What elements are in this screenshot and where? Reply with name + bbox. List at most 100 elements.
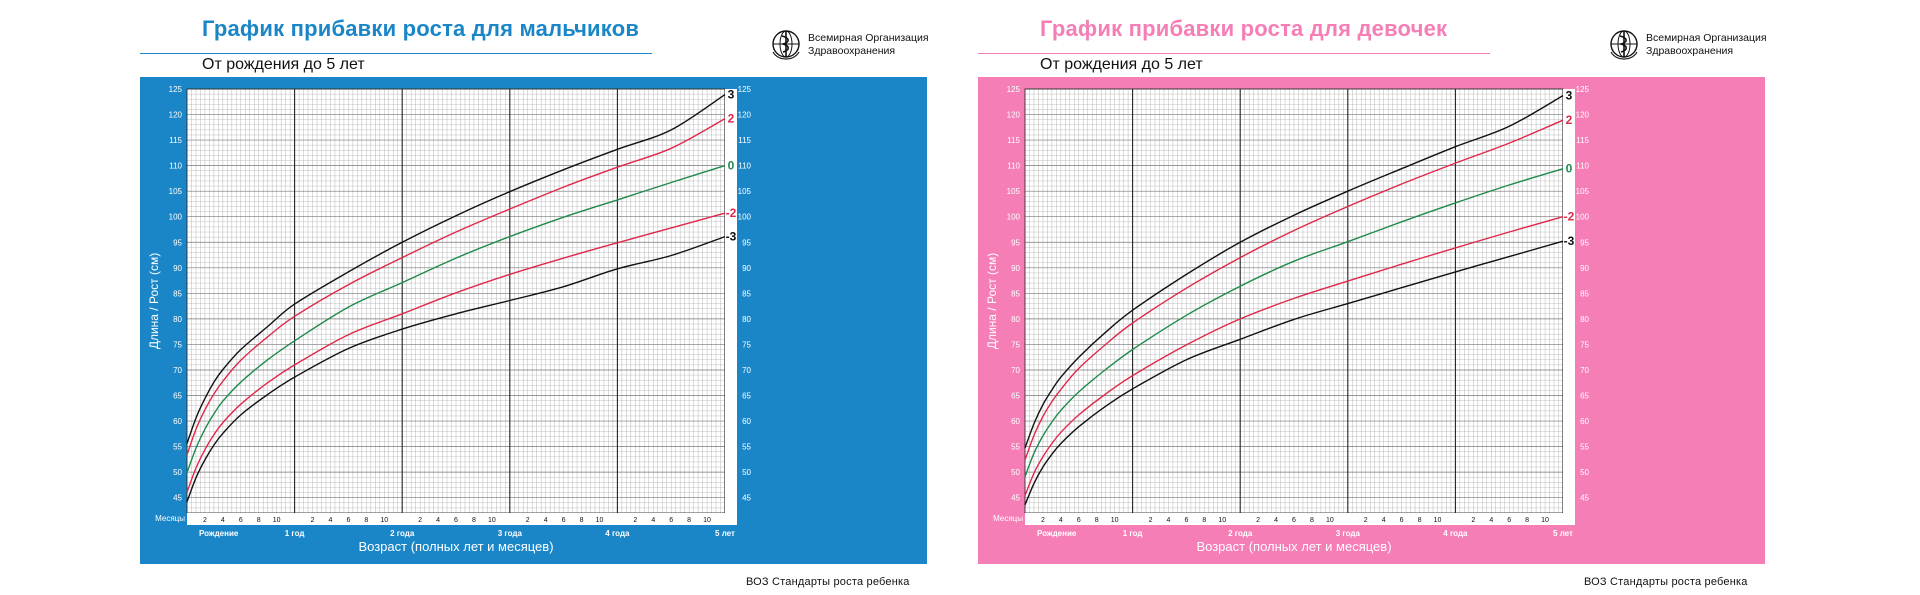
month-tick-label: 8 <box>687 517 691 524</box>
month-band <box>187 513 737 525</box>
y-tick-label-left: 125 <box>169 85 183 94</box>
y-tick-label-left: 85 <box>173 289 182 298</box>
y-tick-label-right: 60 <box>1580 417 1589 426</box>
month-tick-label: 4 <box>221 517 225 524</box>
girls-who-logo: Всемирная Организация Здравоохранения <box>1608 28 1788 62</box>
month-tick-label: 10 <box>1111 517 1119 524</box>
month-tick-label: 4 <box>329 517 333 524</box>
month-tick-label: 2 <box>1041 517 1045 524</box>
y-tick-label-right: 50 <box>1580 468 1589 477</box>
y-tick-label-right: 45 <box>1580 494 1589 503</box>
y-tick-label-left: 115 <box>169 136 182 145</box>
boys-panel: График прибавки роста для мальчиков От р… <box>140 0 980 595</box>
y-tick-label-left: 65 <box>173 392 182 401</box>
y-tick-label-left: 110 <box>1007 162 1020 171</box>
y-axis-label: Длина / Рост (см) <box>147 253 161 349</box>
y-tick-label-left: 120 <box>1007 111 1021 120</box>
month-tick-label: 4 <box>1167 517 1171 524</box>
month-tick-label: 2 <box>1364 517 1368 524</box>
month-tick-label: 6 <box>1507 517 1511 524</box>
girls-chart-frame: 45 45 50 50 55 55 60 60 65 65 70 70 75 75 80 80 85 85 90 90… <box>978 77 1765 564</box>
y-tick-label-left: 115 <box>1007 136 1020 145</box>
y-tick-label-left: 80 <box>1011 315 1020 324</box>
boys-who-logo: Всемирная Организация Здравоохранения <box>770 28 950 62</box>
month-tick-label: 4 <box>544 517 548 524</box>
month-tick-label: 10 <box>596 517 604 524</box>
who-name-line2: Здравоохранения <box>808 45 896 57</box>
year-label: Рождение <box>199 529 239 538</box>
boys-footer: ВОЗ Стандарты роста ребенка <box>746 576 910 588</box>
y-tick-label-left: 85 <box>1011 289 1020 298</box>
month-tick-label: 4 <box>1274 517 1278 524</box>
girls-footer: ВОЗ Стандарты роста ребенка <box>1584 576 1748 588</box>
month-tick-label: 8 <box>257 517 261 524</box>
y-tick-label-left: 80 <box>173 315 182 324</box>
curves <box>186 94 726 503</box>
curve-sd-minus3 <box>1024 240 1564 506</box>
y-tick-label-left: 125 <box>1007 85 1021 94</box>
y-tick-label-right: 80 <box>742 315 751 324</box>
month-tick-label: 10 <box>380 517 388 524</box>
curve-label-sd-2: 2 <box>728 112 735 126</box>
curve-sd-minus2 <box>1024 216 1564 496</box>
curve-sd-3 <box>1024 94 1564 449</box>
curves <box>1024 94 1564 506</box>
y-tick-label-left: 50 <box>1011 468 1020 477</box>
month-tick-label: 4 <box>651 517 655 524</box>
month-tick-label: 2 <box>203 517 207 524</box>
y-tick-label-right: 95 <box>1580 238 1589 247</box>
y-tick-label-right: 105 <box>738 187 752 196</box>
year-label: 5 лет <box>1553 529 1573 538</box>
y-tick-label-left: 75 <box>1011 340 1020 349</box>
month-tick-label: 10 <box>1434 517 1442 524</box>
y-tick-label-left: 55 <box>1011 443 1020 452</box>
who-name-line1: Всемирная Организация <box>808 32 929 44</box>
y-tick-label-right: 75 <box>1580 340 1589 349</box>
y-tick-label-left: 45 <box>173 494 182 503</box>
y-tick-label-left: 120 <box>169 111 183 120</box>
y-tick-label-right: 55 <box>742 443 751 452</box>
y-tick-label-right: 95 <box>742 238 751 247</box>
month-tick-label: 6 <box>1292 517 1296 524</box>
y-tick-label-right: 85 <box>742 289 751 298</box>
y-tick-label-right: 50 <box>742 468 751 477</box>
month-tick-label: 2 <box>526 517 530 524</box>
month-band <box>1025 513 1575 525</box>
month-tick-label: 6 <box>346 517 350 524</box>
curve-sd-2 <box>186 117 726 456</box>
month-tick-label: 10 <box>273 517 281 524</box>
month-tick-label: 10 <box>1218 517 1226 524</box>
y-tick-label-right: 90 <box>742 264 751 273</box>
y-tick-label-left: 55 <box>173 443 182 452</box>
month-tick-label: 4 <box>1059 517 1063 524</box>
y-tick-label-left: 75 <box>173 340 182 349</box>
y-tick-label-right: 75 <box>742 340 751 349</box>
y-tick-label-left: 100 <box>169 213 183 222</box>
year-label: 2 года <box>390 529 415 538</box>
month-tick-label: 4 <box>1489 517 1493 524</box>
y-tick-label-left: 110 <box>169 162 182 171</box>
y-axis-label: Длина / Рост (см) <box>985 253 999 349</box>
month-tick-label: 2 <box>418 517 422 524</box>
boys-chart-subtitle: От рождения до 5 лет <box>202 56 365 73</box>
y-tick-label-right: 90 <box>1580 264 1589 273</box>
month-tick-label: 6 <box>454 517 458 524</box>
y-tick-label-right: 110 <box>738 162 751 171</box>
girls-panel: График прибавки роста для девочек От рож… <box>978 0 1818 595</box>
plot-background <box>187 89 737 513</box>
label-strip <box>1563 89 1575 513</box>
y-tick-label-right: 125 <box>738 85 752 94</box>
who-emblem-icon <box>772 30 800 60</box>
month-tick-label: 8 <box>580 517 584 524</box>
year-label: 1 год <box>285 529 305 538</box>
year-label: 3 года <box>1336 529 1361 538</box>
month-tick-label: 6 <box>1400 517 1404 524</box>
who-name-line2: Здравоохранения <box>1646 45 1734 57</box>
curve-sd-3 <box>186 94 726 444</box>
y-tick-label-right: 110 <box>1576 162 1589 171</box>
x-axis-label: Возраст (полных лет и месяцев) <box>358 539 553 554</box>
month-tick-label: 4 <box>436 517 440 524</box>
boys-chart-title: График прибавки роста для мальчиков <box>202 16 640 41</box>
month-tick-label: 6 <box>239 517 243 524</box>
